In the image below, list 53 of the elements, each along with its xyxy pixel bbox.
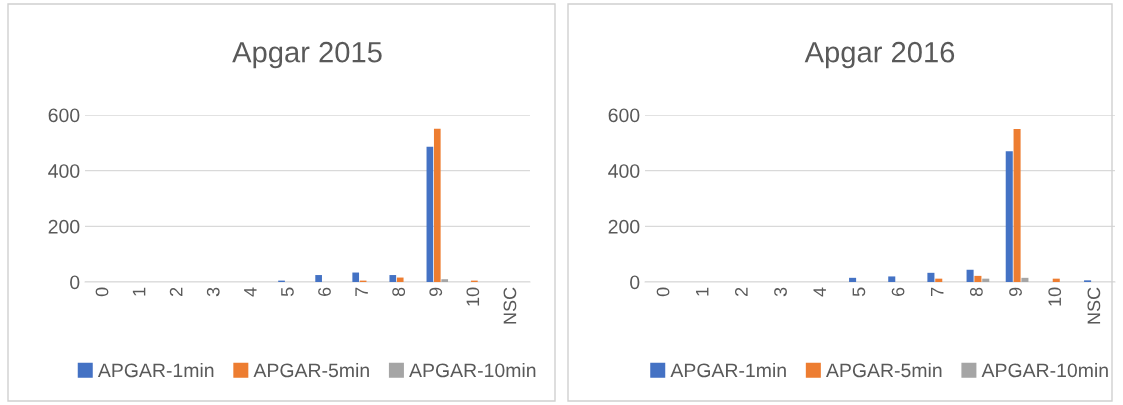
- chart-title: Apgar 2016: [804, 41, 955, 69]
- bar: [433, 128, 441, 282]
- bar: [315, 275, 322, 282]
- x-tick-label: 1: [696, 287, 709, 296]
- chart-title: Apgar 2015: [232, 41, 382, 69]
- x-tick-label: 3: [206, 287, 220, 297]
- x-tick-label: 9: [429, 287, 443, 297]
- legend-label: APGAR-5min: [253, 362, 369, 378]
- bar: [888, 276, 896, 282]
- x-tick-label: NSC: [503, 287, 517, 324]
- x-tick-label: 1: [132, 287, 146, 296]
- y-tick-label: 200: [608, 219, 640, 234]
- x-tick-label: 6: [318, 287, 331, 296]
- legend-label: APGAR-10min: [409, 362, 536, 378]
- legend-label: APGAR-10min: [981, 362, 1108, 378]
- bar: [1005, 151, 1013, 282]
- x-tick-label: 3: [774, 287, 787, 297]
- y-tick-label: 400: [48, 164, 80, 178]
- bar: [1013, 128, 1021, 282]
- x-tick-label: 4: [813, 287, 826, 297]
- x-tick-label: 9: [1009, 287, 1022, 297]
- bar: [396, 277, 404, 282]
- x-tick-label: NSC: [1087, 287, 1101, 324]
- x-tick-label: 2: [169, 287, 183, 296]
- bar: [426, 146, 434, 282]
- bar: [441, 279, 449, 282]
- y-tick-label: 200: [48, 219, 80, 234]
- bar: [352, 272, 360, 282]
- x-tick-label: 8: [392, 287, 406, 297]
- x-tick-label: 0: [656, 287, 670, 297]
- x-tick-label: 10: [1048, 287, 1062, 306]
- x-tick-label: 4: [244, 287, 257, 297]
- x-tick-label: 5: [852, 287, 866, 297]
- bar: [974, 275, 982, 282]
- legend-label: APGAR-1min: [670, 362, 786, 378]
- x-tick-label: 6: [891, 287, 905, 296]
- legend-label: APGAR-5min: [826, 362, 942, 378]
- x-tick-label: 2: [734, 287, 748, 296]
- bar: [927, 272, 935, 282]
- x-tick-label: 7: [931, 287, 944, 296]
- y-tick-label: 600: [48, 108, 80, 123]
- legend-label: APGAR-1min: [97, 362, 214, 378]
- x-tick-label: 8: [969, 287, 983, 297]
- bar: [389, 275, 397, 282]
- y-tick-label: 600: [608, 108, 640, 123]
- bar: [1021, 277, 1029, 282]
- bar: [849, 277, 857, 282]
- x-tick-label: 0: [95, 287, 109, 297]
- bar: [966, 269, 974, 282]
- x-tick-label: 5: [281, 287, 294, 297]
- x-tick-label: 10: [466, 287, 480, 306]
- y-tick-label: 400: [608, 164, 640, 178]
- x-tick-label: 7: [355, 287, 368, 296]
